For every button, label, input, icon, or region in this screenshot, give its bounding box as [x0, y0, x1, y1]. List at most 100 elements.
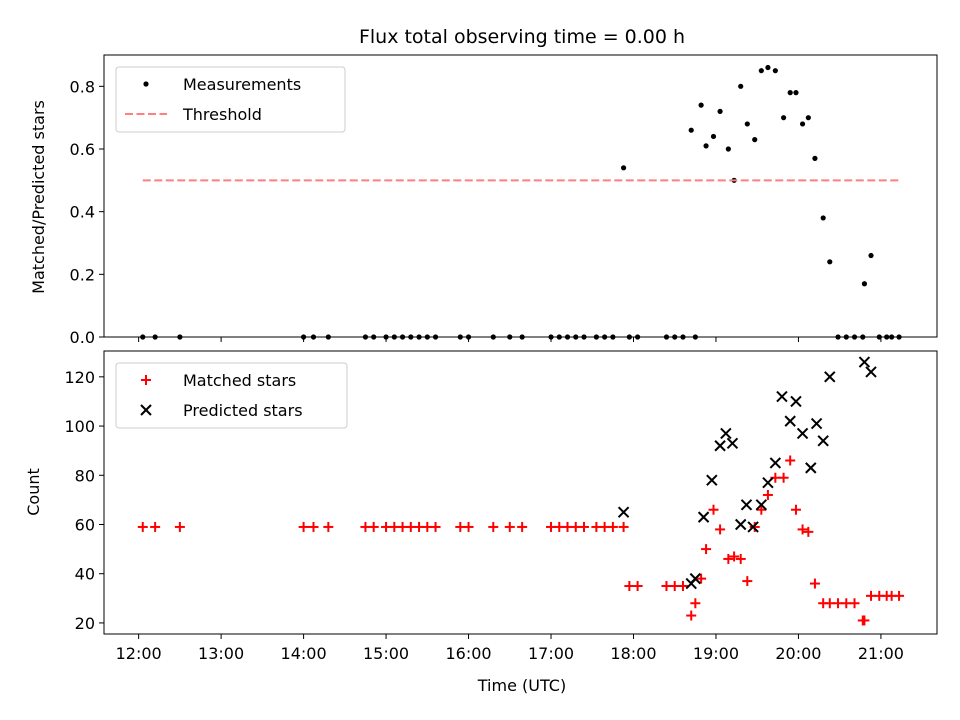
bottom-x-tick-label: 13:00: [198, 644, 244, 663]
matched-point: [690, 598, 701, 609]
predicted-point: [769, 457, 782, 469]
predicted-point: [714, 440, 726, 452]
measurement-point: [772, 68, 778, 74]
measurement-point: [738, 83, 744, 89]
matched-point: [715, 524, 726, 535]
predicted-point: [740, 499, 753, 511]
matched-point: [632, 581, 643, 592]
predicted-point: [720, 427, 732, 440]
legend-label: Threshold: [182, 105, 262, 124]
matched-point: [150, 521, 161, 532]
legend-swatch: [140, 404, 152, 416]
matched-point: [677, 581, 688, 592]
legend-swatch: [143, 81, 149, 87]
measurement-point: [799, 121, 806, 127]
matched-point: [797, 524, 808, 535]
measurement-point: [793, 90, 799, 96]
matched-point: [368, 521, 379, 532]
top-plot-area: 0.0 0.2 0.4 0.6 0.8 Measurements Threshold: [70, 54, 938, 347]
legend-label: Measurements: [183, 75, 301, 94]
matched-point: [762, 489, 773, 500]
bottom-x-tick-label: 12:00: [116, 644, 162, 663]
matched-point: [504, 521, 515, 532]
matched-point: [323, 521, 334, 532]
series-predicted-stars: [617, 356, 877, 590]
bottom-x-tick-label: 21:00: [858, 644, 904, 663]
bottom-x-tick-label: 14:00: [281, 644, 327, 663]
bottom-x-tick-label: 20:00: [775, 644, 821, 663]
measurement-point: [710, 133, 717, 140]
top-legend-box: [115, 66, 346, 133]
matched-point: [723, 553, 734, 564]
measurement-point: [820, 215, 826, 221]
bottom-legend-box: [115, 362, 348, 429]
measurement-point: [812, 155, 818, 161]
measurement-point: [787, 90, 793, 96]
matched-point: [859, 615, 870, 626]
bottom-x-tick-label: 16:00: [445, 644, 491, 663]
predicted-point: [689, 572, 702, 585]
bottom-plot-frame: [103, 350, 938, 635]
bottom-x-tick-label: 17:00: [528, 644, 574, 663]
measurement-point: [688, 127, 694, 133]
predicted-point: [824, 371, 836, 383]
top-y-tick-label: 0.4: [70, 203, 95, 222]
matched-point: [174, 521, 185, 532]
measurement-point: [765, 64, 771, 71]
bottom-y-tick-label: 120: [64, 368, 95, 387]
measurement-point: [827, 259, 833, 265]
predicted-point: [755, 499, 768, 511]
matched-point: [517, 521, 528, 532]
matched-point: [137, 521, 148, 532]
top-legend: Measurements Threshold: [115, 66, 346, 133]
predicted-point: [865, 366, 877, 378]
legend-label: Predicted stars: [183, 401, 303, 420]
legend-swatch: [141, 375, 151, 385]
measurement-point: [725, 146, 731, 152]
bottom-y-tick-label: 60: [75, 515, 95, 534]
series-matched-stars: [137, 455, 905, 626]
bottom-y-tick-label: 40: [75, 565, 95, 584]
matched-point: [803, 526, 814, 537]
legend-entry-matched-stars: Matched stars: [141, 371, 296, 390]
predicted-point: [784, 415, 796, 427]
measurement-point: [758, 68, 764, 74]
predicted-point: [735, 518, 747, 531]
predicted-point: [790, 395, 802, 408]
measurement-point: [861, 281, 868, 287]
measurement-point: [620, 165, 627, 171]
matched-point: [308, 521, 319, 532]
top-y-axis-label: Matched/Predicted stars: [29, 100, 48, 294]
top-chart-title: Flux total observing time = 0.00 h: [359, 26, 685, 48]
predicted-point: [726, 437, 739, 449]
matched-point: [686, 610, 697, 621]
predicted-point: [776, 390, 788, 403]
matched-point: [708, 504, 719, 515]
measurement-point: [744, 121, 750, 127]
matched-point: [756, 504, 767, 515]
matched-point: [701, 544, 712, 555]
bottom-x-tick-label: 19:00: [693, 644, 739, 663]
measurement-point: [805, 115, 811, 121]
matched-point: [849, 598, 860, 609]
matched-point: [729, 551, 740, 562]
legend-entry-threshold: Threshold: [125, 105, 262, 124]
matched-point: [894, 590, 905, 601]
matched-point: [742, 576, 753, 587]
measurement-point: [698, 102, 704, 108]
matched-point: [430, 521, 441, 532]
top-y-tick-label: 0.2: [70, 265, 95, 284]
matched-point: [735, 553, 746, 564]
top-y-tick-label: 0.6: [70, 140, 95, 159]
predicted-point: [706, 474, 718, 486]
bottom-x-tick-label: 15:00: [363, 644, 409, 663]
measurement-point: [717, 108, 723, 114]
matched-point: [785, 455, 796, 466]
measurement-point: [703, 143, 709, 149]
bottom-y-tick-label: 80: [75, 466, 95, 485]
legend-entry-predicted-stars: Predicted stars: [140, 401, 303, 420]
measurement-point: [868, 252, 874, 259]
predicted-point: [762, 476, 774, 489]
bottom-plot-area: 12:00 13:00 14:00 15:00 16:00 17:00 18:00 19:00…: [64, 350, 938, 663]
